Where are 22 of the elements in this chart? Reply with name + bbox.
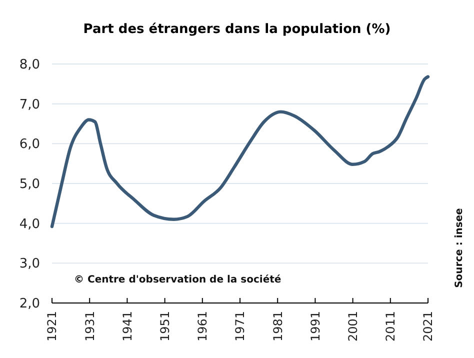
y-tick-label: 8,0 [19,58,40,73]
y-tick-label: 2,0 [19,296,40,312]
chart-title: Part des étrangers dans la population (%) [83,22,391,37]
x-tick-label: 1931 [82,311,97,342]
x-tick-label: 1921 [45,311,60,342]
x-tick-label: 1951 [158,311,172,342]
x-tick-label: 1961 [196,311,210,342]
x-tick-label: 1941 [120,311,134,342]
y-tick-label: 3,0 [19,256,40,272]
line-series [50,75,430,228]
x-tick-label: 1991 [308,311,322,342]
x-tick-label: 2021 [421,311,436,342]
x-tick-label: 2011 [384,311,398,342]
y-tick-label: 6,0 [19,137,40,152]
x-tick-label: 1981 [270,311,285,342]
source-note: Source : insee [454,208,465,288]
y-tick-label: 5,0 [19,177,40,192]
y-tick-label: 7,0 [19,97,40,112]
x-tick-label: 1971 [233,311,248,342]
x-tick-label: 2001 [346,311,360,342]
y-tick-label: 4,0 [19,216,40,232]
annotation: © Centre d'observation de la société [74,274,282,286]
